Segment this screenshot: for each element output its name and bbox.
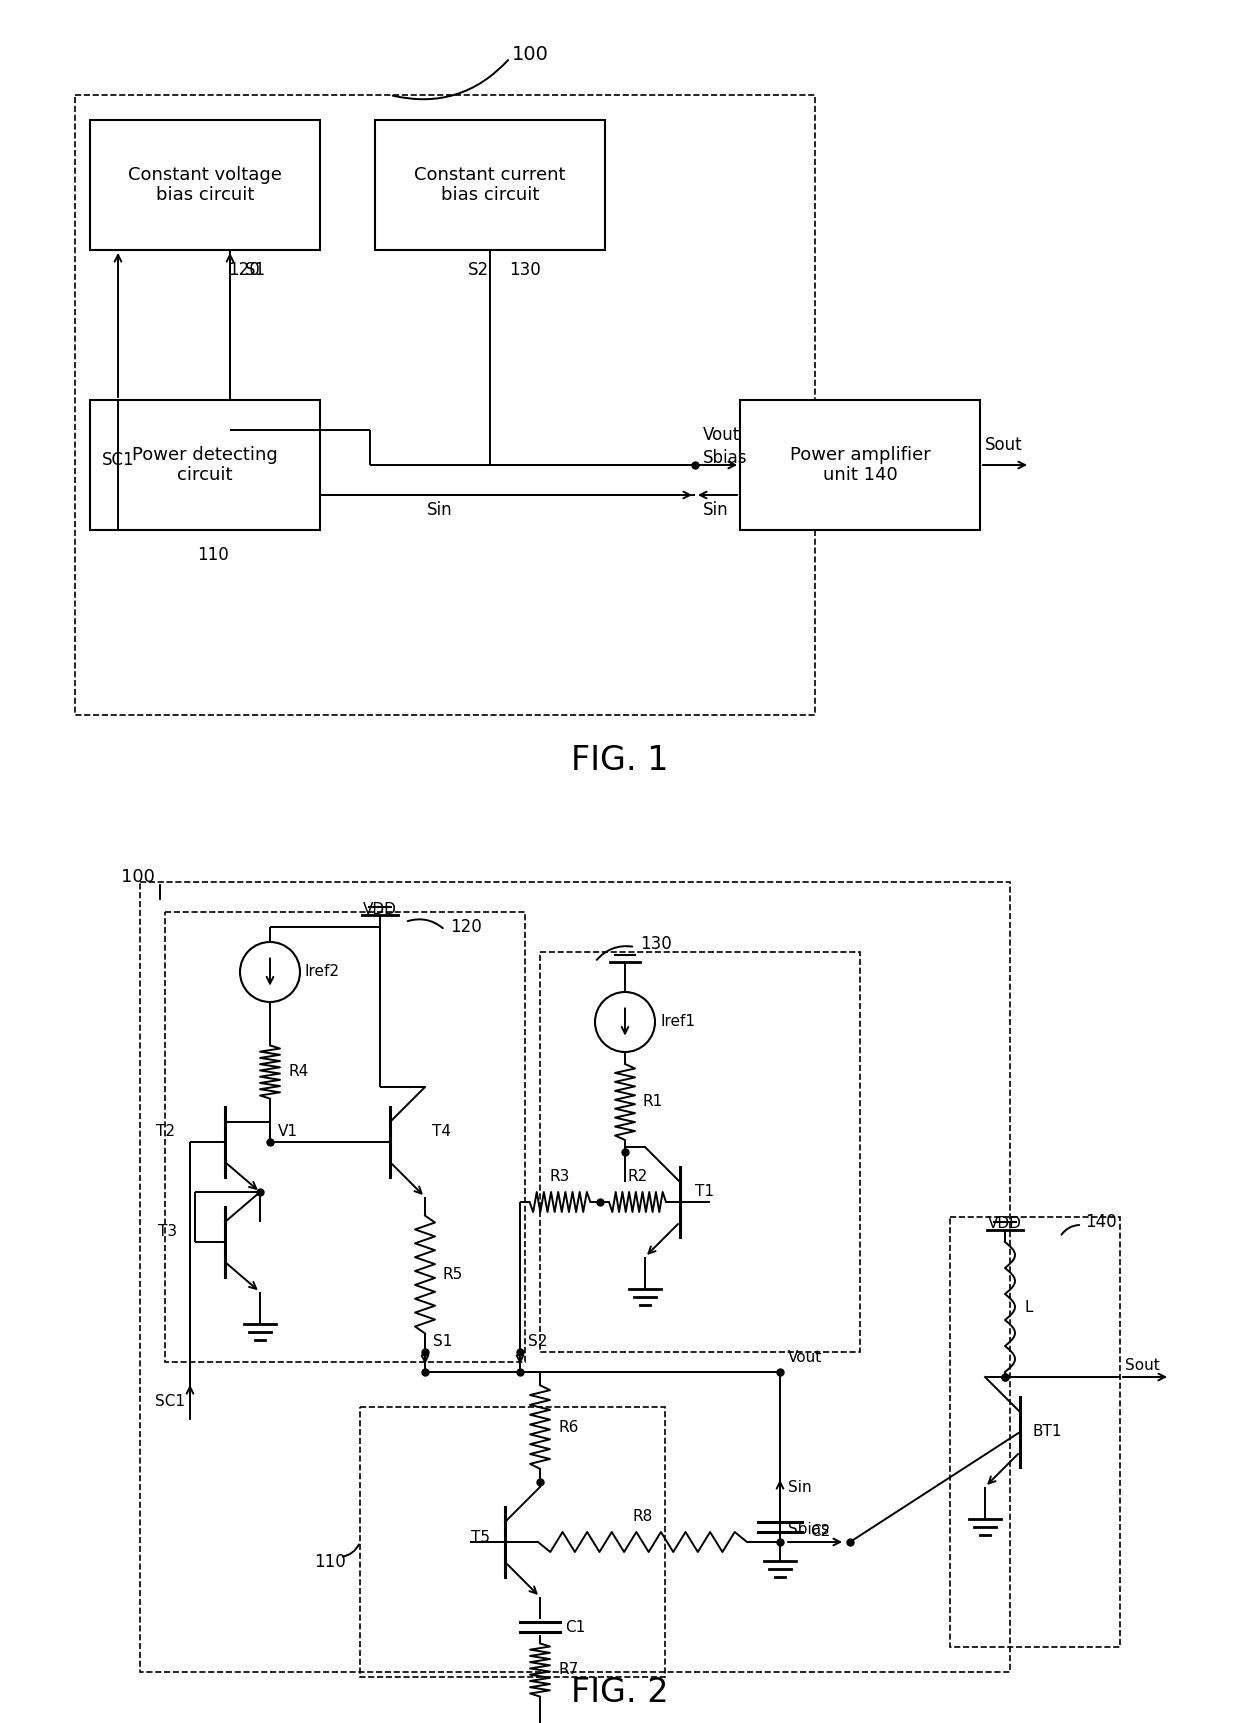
Text: Vout: Vout: [703, 426, 740, 445]
Bar: [539, 953, 861, 1353]
Text: R6: R6: [558, 1420, 578, 1435]
Text: S1: S1: [246, 260, 267, 279]
Text: R8: R8: [632, 1509, 652, 1525]
Text: Iref2: Iref2: [305, 965, 340, 979]
Text: BT1: BT1: [1032, 1425, 1061, 1439]
Text: T2: T2: [156, 1125, 175, 1139]
Text: 110: 110: [314, 1552, 346, 1571]
Text: 110: 110: [197, 546, 229, 563]
Text: Sin: Sin: [703, 501, 729, 519]
Text: SC1: SC1: [102, 451, 135, 469]
Text: C2: C2: [810, 1525, 831, 1539]
Text: 100: 100: [512, 45, 548, 64]
Bar: [740, 400, 980, 531]
Text: VDD: VDD: [363, 901, 397, 917]
Bar: [74, 95, 815, 715]
Text: VDD: VDD: [988, 1216, 1022, 1232]
Text: Iref1: Iref1: [660, 1015, 694, 1030]
Text: R1: R1: [644, 1094, 663, 1110]
Text: Sbias: Sbias: [787, 1523, 830, 1537]
Text: 100: 100: [122, 868, 155, 886]
Text: S1: S1: [433, 1335, 453, 1349]
Text: Sbias: Sbias: [703, 450, 748, 467]
Text: R7: R7: [558, 1663, 578, 1678]
Text: 120: 120: [228, 260, 259, 279]
Text: S2: S2: [528, 1335, 547, 1349]
Bar: [140, 882, 1011, 1671]
Bar: [374, 121, 605, 250]
Text: Sout: Sout: [1125, 1358, 1159, 1373]
Text: 140: 140: [1085, 1213, 1117, 1230]
Text: 130: 130: [640, 936, 672, 953]
Text: Power amplifier
unit 140: Power amplifier unit 140: [790, 446, 930, 484]
Text: R4: R4: [288, 1065, 309, 1080]
Text: V1: V1: [278, 1125, 298, 1139]
Text: 120: 120: [450, 918, 482, 936]
Text: FIG. 1: FIG. 1: [572, 744, 668, 777]
Text: T5: T5: [471, 1530, 490, 1544]
Text: R3: R3: [549, 1168, 570, 1184]
Text: 130: 130: [508, 260, 541, 279]
Text: Sin: Sin: [787, 1480, 812, 1494]
Text: Power detecting
circuit: Power detecting circuit: [133, 446, 278, 484]
Bar: [165, 911, 525, 1361]
Text: T3: T3: [157, 1225, 177, 1239]
Text: Sout: Sout: [985, 436, 1023, 453]
Text: SC1: SC1: [155, 1394, 185, 1409]
Text: R2: R2: [627, 1168, 647, 1184]
Text: C1: C1: [565, 1620, 585, 1635]
Text: S2: S2: [467, 260, 489, 279]
Bar: [950, 1216, 1120, 1647]
Text: T1: T1: [694, 1184, 714, 1199]
Bar: [360, 1408, 665, 1676]
Text: T4: T4: [432, 1125, 451, 1139]
Text: FIG. 2: FIG. 2: [572, 1675, 668, 1709]
Bar: [91, 121, 320, 250]
Text: Constant voltage
bias circuit: Constant voltage bias circuit: [128, 165, 281, 205]
Text: L: L: [1025, 1299, 1033, 1315]
Bar: [91, 400, 320, 531]
Text: Vout: Vout: [787, 1349, 822, 1365]
Text: R5: R5: [443, 1266, 464, 1282]
Text: Sin: Sin: [428, 501, 453, 519]
Text: Constant current
bias circuit: Constant current bias circuit: [414, 165, 565, 205]
